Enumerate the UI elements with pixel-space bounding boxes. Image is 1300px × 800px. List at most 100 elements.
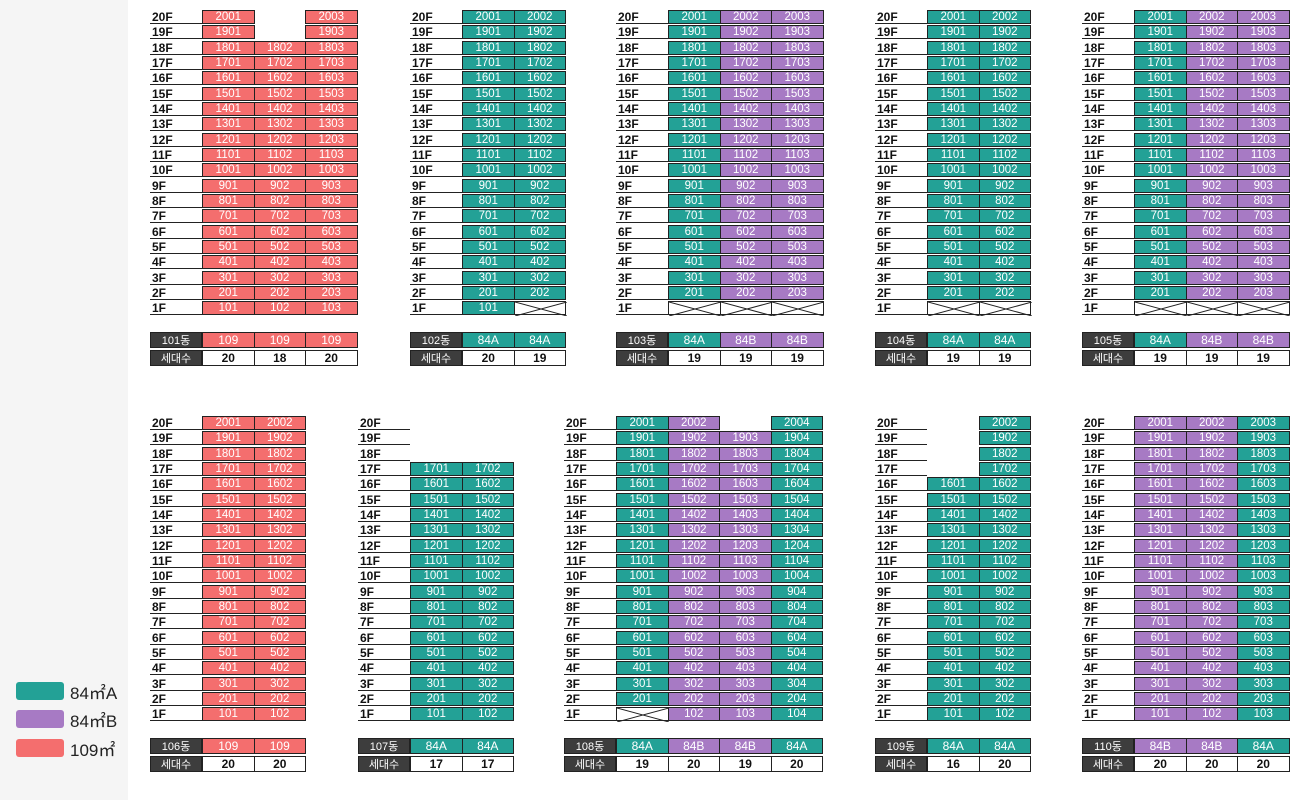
unit-cell: 1204 (770, 538, 823, 553)
unit-cell: 1401 (927, 507, 980, 522)
unit-cell: 803 (771, 193, 824, 208)
unit-cell: 1802 (978, 446, 1031, 461)
unit-cell: 404 (770, 661, 823, 676)
unit-cell: 702 (1185, 209, 1238, 224)
unit-cell: 102 (1185, 707, 1238, 722)
unit-cell: 1401 (462, 101, 515, 116)
floor-label: 18F (564, 447, 616, 461)
unit-cell: 1502 (667, 492, 720, 507)
unit-cell: 903 (771, 178, 824, 193)
unit-cell: 402 (1185, 661, 1238, 676)
unit-cell: 203 (305, 285, 358, 300)
unit-cell: 1503 (305, 86, 358, 101)
unit-cell: 1202 (461, 538, 514, 553)
unit-cell: 601 (668, 224, 721, 239)
unit-cell: 701 (202, 615, 255, 630)
unit-cell: 1903 (305, 25, 358, 40)
unit-cell: 301 (202, 676, 255, 691)
unit-type-label: 84B (667, 738, 720, 754)
unit-cell: 1102 (1185, 147, 1238, 162)
unit-cell: 701 (1134, 209, 1187, 224)
unit-cell: 902 (1185, 584, 1238, 599)
household-label: 세대수 (616, 350, 668, 366)
unit-cell: 1703 (305, 55, 358, 70)
unit-cell: 1103 (305, 147, 358, 162)
unit-type-label: 84A (927, 332, 980, 348)
unit-cell: 602 (1185, 630, 1238, 645)
floor-label: 20F (564, 416, 616, 430)
unit-cell: 2002 (719, 10, 772, 24)
unit-cell: 101 (202, 707, 255, 722)
floor-label: 4F (875, 255, 927, 270)
floor-label: 15F (564, 493, 616, 507)
unit-cell: 1601 (927, 477, 980, 492)
unit-cell: 1503 (1237, 86, 1290, 101)
unit-cell: 1601 (616, 477, 669, 492)
household-label: 세대수 (1082, 350, 1134, 366)
unit-cell: 1603 (1237, 71, 1290, 86)
unit-cell: 1501 (927, 492, 980, 507)
unit-cell: 702 (978, 209, 1031, 224)
floor-label: 3F (1082, 677, 1134, 691)
unit-cell: 1401 (202, 101, 255, 116)
unit-cell: 602 (1185, 224, 1238, 239)
unit-cell: 904 (770, 584, 823, 599)
unit-cell: 2003 (771, 10, 824, 24)
unit-cell: 1603 (1237, 477, 1290, 492)
unit-cell: 1202 (253, 132, 306, 147)
floor-label: 12F (358, 539, 410, 553)
unit-cell: 702 (253, 615, 306, 630)
unit-cell: 402 (719, 255, 772, 270)
unit-cell: 1402 (253, 101, 306, 116)
floor-label: 6F (150, 631, 202, 645)
floor-label: 19F (150, 25, 202, 40)
floor-label: 13F (1082, 523, 1134, 538)
floor-label: 7F (1082, 615, 1134, 630)
empty-unit-cell (771, 301, 824, 317)
unit-cell: 201 (927, 285, 980, 300)
unit-cell: 1803 (1237, 40, 1290, 55)
unit-cell: 1601 (202, 477, 255, 492)
floor-label: 5F (1082, 646, 1134, 660)
unit-cell: 503 (1237, 239, 1290, 254)
unit-cell: 1601 (1134, 477, 1187, 492)
unit-cell: 1201 (202, 538, 255, 553)
floor-label: 20F (150, 10, 202, 24)
unit-cell: 1101 (1134, 147, 1187, 162)
unit-cell: 302 (1185, 270, 1238, 285)
floor-label: 18F (616, 41, 668, 55)
legend-swatch (16, 682, 64, 700)
unit-type-label: 84B (1185, 332, 1238, 348)
floor-label: 18F (1082, 447, 1134, 461)
unit-cell: 1303 (1237, 117, 1290, 132)
unit-type-label: 109 (253, 332, 306, 348)
unit-cell: 202 (1185, 691, 1238, 706)
unit-cell: 504 (770, 645, 823, 660)
household-label: 세대수 (358, 756, 410, 772)
unit-cell: 401 (927, 661, 980, 676)
floor-label: 10F (150, 569, 202, 584)
unit-cell: 1201 (410, 538, 463, 553)
floor-label: 8F (1082, 194, 1134, 208)
unit-cell: 1503 (771, 86, 824, 101)
unit-cell: 301 (410, 676, 463, 691)
unit-cell: 1702 (667, 461, 720, 476)
unit-cell: 1902 (667, 431, 720, 446)
unit-cell: 2001 (462, 10, 515, 24)
floor-label: 17F (1082, 56, 1134, 70)
unit-cell: 1401 (410, 507, 463, 522)
unit-cell: 901 (202, 584, 255, 599)
floor-label: 7F (358, 615, 410, 630)
unit-cell: 801 (1134, 599, 1187, 614)
unit-cell: 101 (1134, 707, 1187, 722)
unit-cell: 802 (978, 599, 1031, 614)
unit-cell: 101 (462, 301, 515, 316)
unit-cell: 2001 (616, 416, 669, 430)
unit-cell: 1902 (253, 431, 306, 446)
unit-cell: 1102 (667, 553, 720, 568)
empty-unit-cell (1134, 301, 1187, 317)
floor-label: 13F (875, 523, 927, 538)
unit-cell: 1802 (1185, 40, 1238, 55)
unit-cell: 1902 (1185, 431, 1238, 446)
unit-cell: 201 (1134, 285, 1187, 300)
